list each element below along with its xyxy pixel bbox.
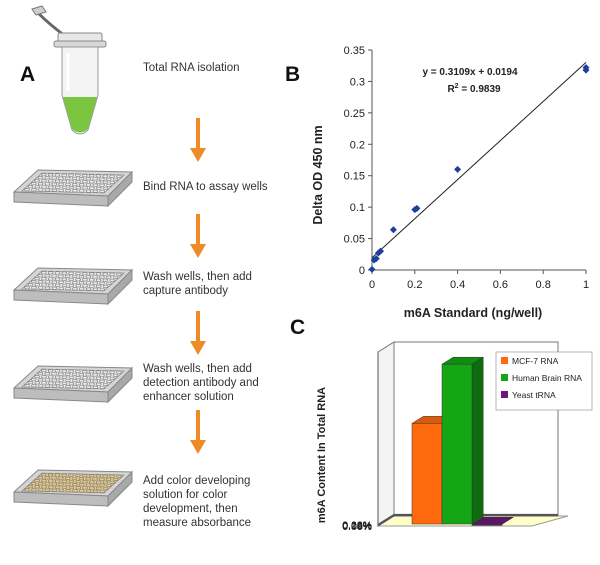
legend-label: Human Brain RNA — [512, 373, 582, 383]
step-arrow-3 — [190, 311, 206, 355]
data-point — [454, 165, 462, 173]
step-3-text: Wash wells, then add capture antibody — [143, 271, 252, 297]
legend — [495, 351, 593, 411]
data-point — [372, 255, 380, 263]
data-point — [582, 64, 590, 72]
microplate-icon — [12, 169, 134, 208]
y-tick-label: 0.25 — [344, 108, 365, 120]
legend-swatch — [501, 357, 508, 364]
panel-label-c: C — [290, 316, 306, 339]
x-tick-label: 0.8 — [536, 279, 551, 291]
x-tick-label: 0.6 — [493, 279, 508, 291]
microplate-icon — [12, 365, 134, 404]
y-tick-label: 0.12% — [342, 520, 372, 532]
legend-label: MCF-7 RNA — [512, 356, 559, 366]
chart-side-wall — [377, 341, 395, 527]
bar-front — [441, 363, 473, 525]
trendline — [371, 62, 587, 259]
y-tick-label: 0.2 — [350, 139, 365, 151]
y-tick-label: 0.15 — [344, 171, 365, 183]
bar — [441, 356, 485, 525]
step-2-text: Bind RNA to assay wells — [143, 181, 268, 193]
microcentrifuge-tube-icon — [31, 5, 107, 135]
step-arrow-4 — [190, 410, 206, 454]
legend-label: Yeast tRNA — [512, 390, 556, 400]
data-point — [389, 226, 397, 234]
y-tick-label: 0.08% — [342, 520, 372, 532]
step-arrow-1 — [190, 118, 206, 162]
panel-label-b: B — [285, 63, 301, 86]
x-tick-label: 0 — [369, 279, 375, 291]
standard-curve-x-label: m6A Standard (ng/well) — [404, 306, 542, 320]
y-tick-label: 0.16% — [342, 520, 372, 532]
bar-front — [471, 524, 503, 526]
r-squared-value: = 0.9839 — [459, 84, 501, 95]
panel-label-a: A — [20, 63, 36, 86]
step-arrow-2 — [190, 214, 206, 258]
y-tick-label: 0.04% — [342, 521, 372, 533]
legend-swatch — [501, 391, 508, 398]
microplate-icon — [12, 267, 134, 306]
step-1-text: Total RNA isolation — [143, 62, 240, 74]
standard-curve-chart: Delta OD 450 nm m6A Standard (ng/well) y… — [311, 45, 590, 320]
legend-swatch — [501, 374, 508, 381]
y-tick-label: 0.00% — [342, 521, 372, 533]
gridline — [377, 513, 558, 525]
colored-microplate-icon — [12, 469, 134, 508]
step-4-text: Wash wells, then add detection antibody … — [143, 363, 259, 403]
trendline-equation: y = 0.3109x + 0.0194 — [422, 67, 518, 78]
r-squared-label: R2 = 0.9839 — [447, 83, 501, 95]
y-tick-label: 0.05 — [344, 234, 365, 246]
bar-chart-y-label: m6A Content In Total RNA — [316, 387, 328, 523]
y-tick-label: 0 — [359, 265, 365, 277]
r-squared-exponent: 2 — [455, 83, 459, 90]
y-tick-label: 0.3 — [350, 76, 365, 88]
step-5-text: Add color developing solution for color … — [143, 475, 252, 529]
x-tick-label: 1 — [583, 279, 589, 291]
bar — [471, 516, 515, 526]
x-tick-label: 0.2 — [407, 279, 422, 291]
bar-side — [471, 356, 484, 525]
y-tick-label: 0.20% — [342, 519, 372, 531]
data-point — [377, 247, 385, 255]
bar-front — [411, 423, 443, 525]
m6a-content-bar-chart: m6A Content In Total RNA 0.00%0.04%0.08%… — [316, 341, 593, 533]
y-tick-label: 0.1 — [350, 202, 365, 214]
data-point — [368, 265, 376, 273]
y-tick-label: 0.35 — [344, 45, 365, 57]
data-point — [413, 204, 421, 212]
x-tick-label: 0.4 — [450, 279, 465, 291]
standard-curve-y-label: Delta OD 450 nm — [311, 125, 325, 224]
